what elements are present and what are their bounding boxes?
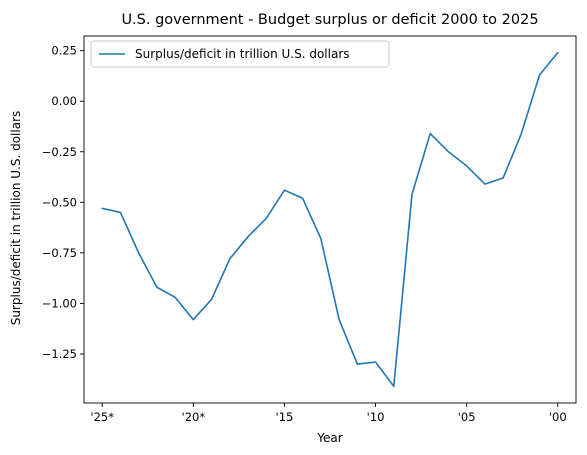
y-tick-label: −1.00 <box>42 296 77 310</box>
y-tick-label: 0.00 <box>51 94 77 108</box>
x-tick-label: '15 <box>276 410 294 424</box>
y-tick-label: 0.25 <box>51 44 77 58</box>
y-tick-label: −0.25 <box>42 145 77 159</box>
x-tick-label: '25* <box>90 410 114 424</box>
legend: Surplus/deficit in trillion U.S. dollars <box>90 40 390 68</box>
x-tick-label: '05 <box>458 410 476 424</box>
y-axis-label: Surplus/deficit in trillion U.S. dollars <box>9 111 23 326</box>
y-tick-label: −1.25 <box>42 347 77 361</box>
series-line-0 <box>101 51 559 388</box>
x-axis-label: Year <box>316 431 342 445</box>
x-tick-label: '00 <box>549 410 567 424</box>
y-tick-label: −0.75 <box>42 246 77 260</box>
legend-frame <box>90 40 390 68</box>
x-tick-label: '20* <box>182 410 206 424</box>
x-tick-label: '10 <box>367 410 385 424</box>
legend-entry: Surplus/deficit in trillion U.S. dollars <box>135 47 350 61</box>
chart-title: U.S. government - Budget surplus or defi… <box>121 12 538 28</box>
y-tick-label: −0.50 <box>42 195 77 209</box>
plot-area: −1.25 −1.00 −0.75 −0.50 −0.25 0.00 0.25 '25* '20… <box>42 35 577 424</box>
axes-frame <box>83 35 577 404</box>
